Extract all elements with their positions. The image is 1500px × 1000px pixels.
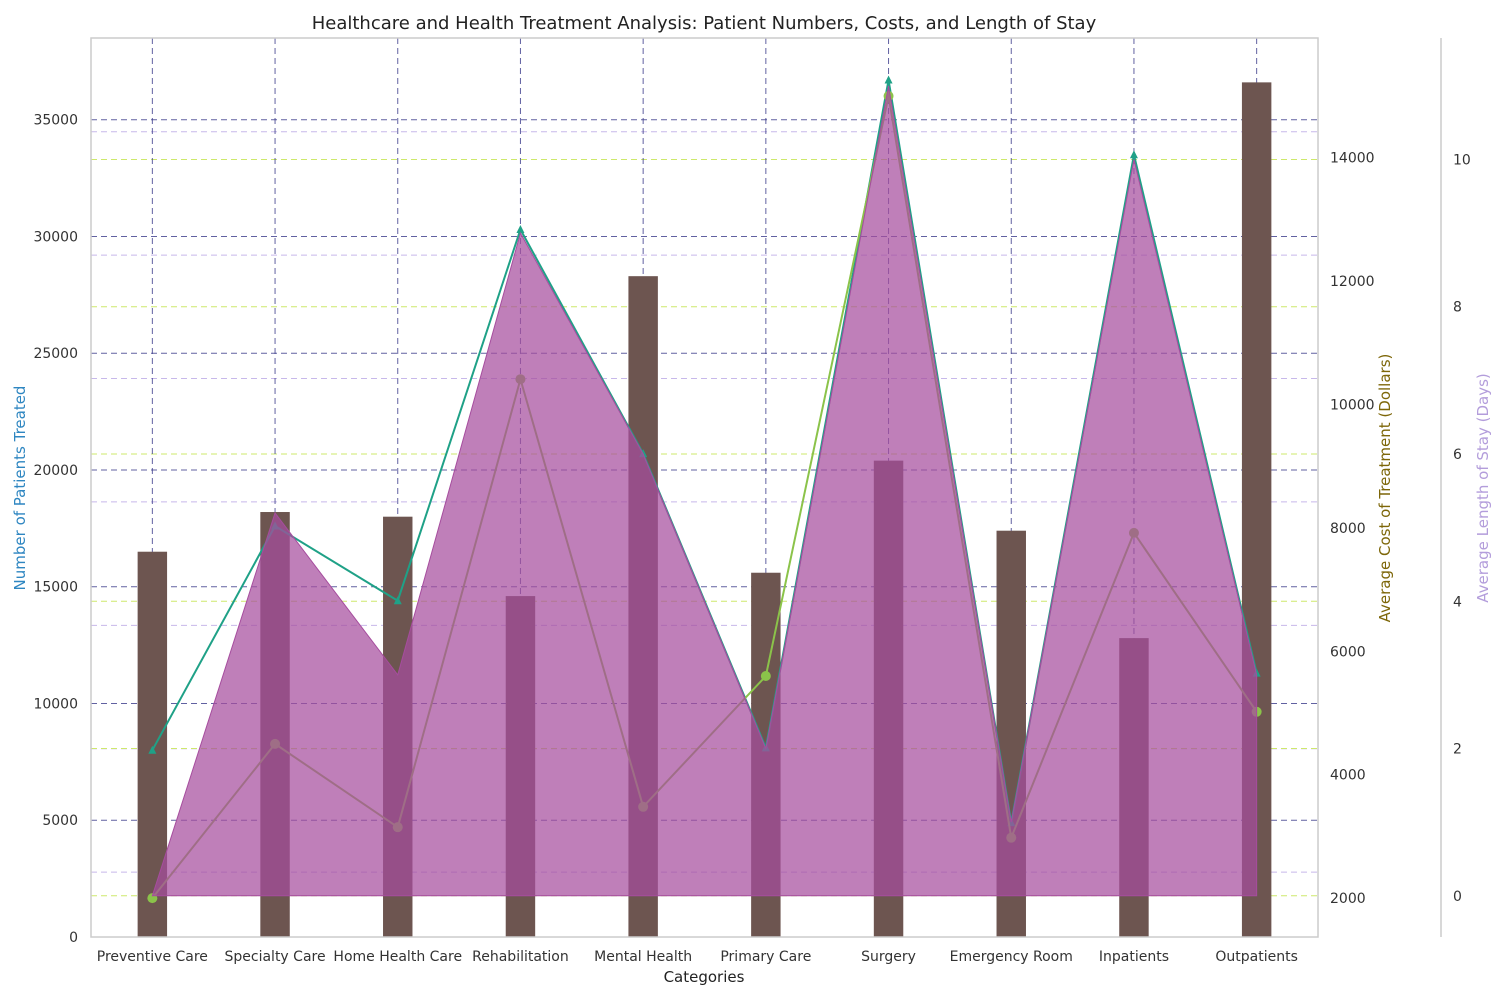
cost-tick-label: 12000 [1330, 274, 1375, 290]
stay-tick-label: 6 [1453, 447, 1462, 463]
x-tick-label: Emergency Room [950, 949, 1073, 965]
point-patients-7 [884, 75, 893, 84]
left-tick-label: 30000 [33, 229, 78, 245]
point-patients-9 [1129, 150, 1138, 159]
plot-frame [90, 37, 1319, 938]
left-tick-label: 10000 [33, 696, 78, 712]
left-tick-label: 15000 [33, 580, 78, 596]
point-patients-4 [516, 224, 525, 233]
stay-tick-label: 8 [1453, 300, 1462, 316]
tick-labels: Preventive Care Specialty Care Home Health… [33, 113, 1470, 965]
x-tick-label: Preventive Care [97, 949, 208, 965]
series-area-3 [151, 85, 1258, 897]
left-tick-label: 35000 [33, 113, 78, 129]
point-patients-1 [148, 745, 157, 754]
stay-tick-label: 0 [1453, 889, 1462, 905]
x-tick-label: Home Health Care [333, 949, 462, 965]
x-tick-label: Outpatients [1215, 949, 1298, 965]
x-tick-label: Mental Health [594, 949, 692, 965]
cost-tick-label: 14000 [1330, 151, 1375, 167]
right-cost-axis-label: Average Cost of Treatment (Dollars) [1376, 354, 1394, 623]
right-stay-axis-label: Average Length of Stay (Days) [1474, 373, 1492, 602]
x-tick-label: Primary Care [720, 949, 811, 965]
point-patients-3 [393, 596, 402, 605]
x-tick-label: Surgery [861, 949, 916, 965]
x-tick-label: Specialty Care [225, 949, 326, 965]
area-stay [151, 85, 1258, 897]
x-tick-label: Rehabilitation [472, 949, 569, 965]
x-tick-label: Inpatients [1099, 949, 1169, 965]
x-axis-label: Categories [664, 968, 745, 986]
left-tick-label: 5000 [42, 813, 78, 829]
left-tick-label: 20000 [33, 463, 78, 479]
point-cost-6 [760, 671, 771, 681]
left-tick-label: 0 [69, 930, 78, 946]
cost-tick-label: 2000 [1330, 891, 1366, 907]
chart-title: Healthcare and Health Treatment Analysis… [312, 13, 1097, 34]
stay-tick-label: 2 [1453, 742, 1462, 758]
stay-tick-label: 4 [1453, 594, 1462, 610]
cost-tick-label: 4000 [1330, 768, 1366, 784]
stay-tick-label: 10 [1453, 152, 1471, 168]
left-axis-label: Number of Patients Treated [11, 386, 29, 591]
cost-tick-label: 8000 [1330, 521, 1366, 537]
cost-tick-label: 6000 [1330, 644, 1366, 660]
cost-tick-label: 10000 [1330, 398, 1375, 414]
left-tick-label: 25000 [33, 346, 78, 362]
